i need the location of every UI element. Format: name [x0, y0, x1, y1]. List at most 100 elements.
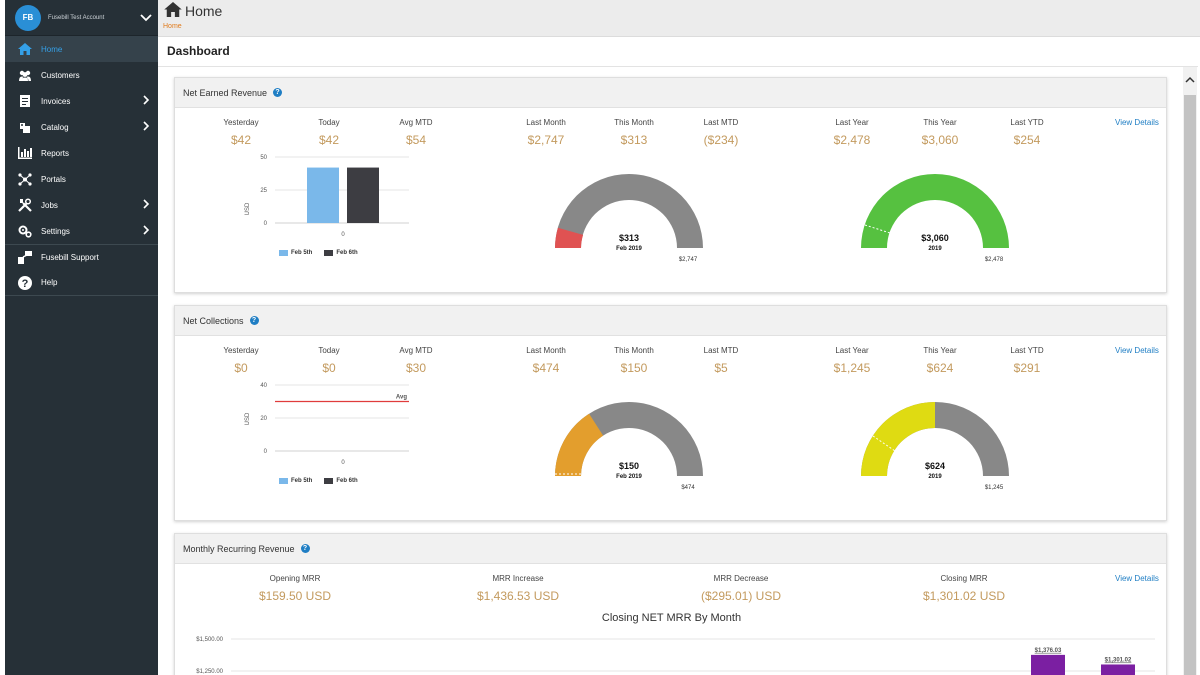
y-tick: 0 — [264, 221, 268, 227]
y-tick: 25 — [260, 188, 267, 194]
sidebar-item-label: Home — [41, 44, 63, 54]
net-collections-bar-chart: USD 40 20 0 Avg 0 — [245, 383, 409, 466]
stat-label: Today — [318, 118, 340, 127]
mrr-bar[interactable] — [1101, 664, 1135, 675]
scroll-thumb[interactable] — [1184, 95, 1196, 675]
y-axis-label: USD — [245, 412, 251, 425]
help-icon[interactable]: ? — [249, 316, 259, 325]
stat-label: Avg MTD — [399, 346, 433, 355]
stat-yesterday: Yesterday $42 — [201, 118, 281, 147]
panel-header: Monthly Recurring Revenue ? — [175, 534, 1166, 564]
sidebar-item-help[interactable]: ? Help — [5, 270, 158, 296]
gauge-subtitle: 2019 — [928, 474, 942, 480]
gauge-subtitle: Feb 2019 — [616, 474, 642, 480]
stat-value: $474 — [532, 361, 560, 375]
sidebar-item-portals[interactable]: Portals — [5, 166, 158, 192]
net-earned-revenue-panel: Net Earned Revenue ? Yesterday $42 Today $… — [174, 77, 1167, 293]
stat-label: Last YTD — [1010, 346, 1044, 355]
sidebar-item-fusebill-support[interactable]: Fusebill Support — [5, 244, 158, 270]
view-details-link[interactable]: View Details — [1115, 118, 1159, 127]
stat-value: ($234) — [703, 133, 739, 147]
stat-last-month: Last Month $474 — [506, 346, 586, 375]
gauge-max: $1,245 — [985, 485, 1004, 491]
stat-value: $150 — [620, 361, 648, 375]
stat-avg-mtd: Avg MTD $30 — [376, 346, 456, 375]
view-details-link[interactable]: View Details — [1115, 346, 1159, 355]
legend-label: Feb 6th — [336, 250, 358, 256]
stat-label: Last Month — [526, 346, 566, 355]
stat-value: $42 — [318, 133, 340, 147]
scrollbar[interactable] — [1183, 67, 1197, 675]
net-collections-panel: Net Collections ? Yesterday $0 Today $0 Av… — [174, 305, 1167, 521]
help-icon[interactable]: ? — [300, 544, 310, 553]
stat-last-ytd: Last YTD $291 — [987, 346, 1067, 375]
stat-label: Avg MTD — [399, 118, 433, 127]
chart-legend: Feb 5th Feb 6th — [279, 478, 370, 484]
legend-item[interactable]: Feb 5th — [279, 250, 312, 256]
panel-title: Monthly Recurring Revenue — [183, 543, 295, 554]
account-switcher[interactable]: FB Fusebill Test Account — [5, 0, 158, 36]
gears-icon — [17, 224, 33, 238]
chevron-right-icon — [143, 95, 150, 107]
sidebar-item-label: Help — [41, 278, 58, 287]
stat-label: This Year — [923, 118, 957, 127]
panel-header: Net Earned Revenue ? — [175, 78, 1166, 108]
stat-last-ytd: Last YTD $254 — [987, 118, 1067, 147]
sidebar-item-label: Jobs — [41, 200, 58, 210]
chevron-right-icon — [143, 121, 150, 133]
sidebar-item-reports[interactable]: Reports — [5, 140, 158, 166]
gauge-this-month: $313 Feb 2019 $2,747 — [555, 174, 703, 263]
panel-title: Net Collections — [183, 315, 244, 326]
breadcrumb[interactable]: Home — [163, 23, 182, 30]
stat-closing-mrr: Closing MRR $1,301.02 USD — [894, 574, 1034, 603]
stat-avg-mtd: Avg MTD $54 — [376, 118, 456, 147]
gauge-value: $313 — [619, 233, 639, 243]
sidebar-item-catalog[interactable]: Catalog — [5, 114, 158, 140]
sidebar-item-label: Portals — [41, 174, 66, 184]
mrr-bar[interactable] — [1031, 654, 1065, 675]
stat-value: $313 — [620, 133, 648, 147]
sidebar-item-invoices[interactable]: Invoices — [5, 88, 158, 114]
mrr-bar-chart: $1,500.00 $1,250.00 $1,376.03 $1,301.02 — [196, 637, 1155, 675]
chevron-right-icon — [143, 225, 150, 237]
sidebar-item-settings[interactable]: Settings — [5, 218, 158, 244]
stat-value: $3,060 — [921, 133, 959, 147]
legend-label: Feb 5th — [291, 478, 313, 484]
view-details-link[interactable]: View Details — [1115, 574, 1159, 583]
gauge-fill — [555, 413, 604, 476]
stat-value: $291 — [1013, 361, 1041, 375]
stat-opening-mrr: Opening MRR $159.50 USD — [225, 574, 365, 603]
sidebar-item-label: Settings — [41, 226, 70, 236]
divider — [158, 66, 1198, 67]
mrr-panel: Monthly Recurring Revenue ? Opening MRR $… — [174, 533, 1167, 675]
stat-value: $42 — [230, 133, 252, 147]
sidebar-item-customers[interactable]: Customers — [5, 62, 158, 88]
gauge-track — [555, 174, 703, 248]
stat-value: $2,747 — [527, 133, 565, 147]
legend-label: Feb 5th — [291, 250, 313, 256]
help-icon[interactable]: ? — [273, 88, 283, 97]
legend-item[interactable]: Feb 6th — [324, 250, 358, 256]
gauge-fill — [861, 174, 1009, 248]
chevron-up-icon[interactable] — [1185, 70, 1195, 88]
sidebar-item-home[interactable]: Home — [5, 36, 158, 62]
sidebar-item-jobs[interactable]: Jobs — [5, 192, 158, 218]
stat-today: Today $42 — [289, 118, 369, 147]
bar-feb-6th[interactable] — [347, 167, 379, 223]
legend-item[interactable]: Feb 6th — [324, 478, 358, 484]
stat-value: $1,436.53 USD — [476, 589, 560, 603]
stat-last-year: Last Year $1,245 — [812, 346, 892, 375]
chevron-down-icon[interactable] — [134, 13, 158, 22]
legend-item[interactable]: Feb 5th — [279, 478, 312, 484]
home-icon — [164, 2, 182, 22]
legend-swatch — [279, 478, 288, 484]
y-tick: 20 — [260, 416, 267, 422]
bar-feb-5th[interactable] — [307, 167, 339, 223]
stat-last-month: Last Month $2,747 — [506, 118, 586, 147]
chart-title: Closing NET MRR By Month — [601, 612, 742, 624]
stat-value: $254 — [1013, 133, 1041, 147]
stat-value: $159.50 USD — [258, 589, 332, 603]
stat-value: $1,301.02 USD — [922, 589, 1006, 603]
avatar: FB — [15, 4, 41, 31]
stat-this-year: This Year $3,060 — [900, 118, 980, 147]
